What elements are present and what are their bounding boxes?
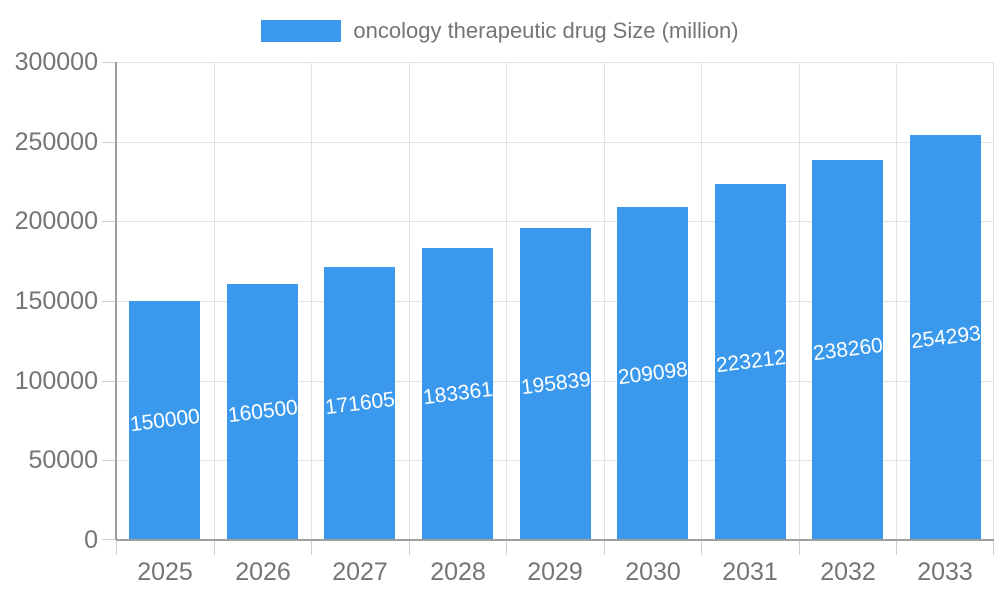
x-axis-tick-label: 2025	[137, 558, 193, 586]
gridline-vertical	[409, 62, 410, 540]
x-axis-tick-label: 2032	[820, 558, 876, 586]
gridline-vertical	[506, 62, 507, 540]
y-tick-mark	[102, 221, 116, 222]
x-tick-mark	[799, 540, 800, 555]
x-tick-mark	[993, 540, 994, 555]
y-axis-tick-label: 250000	[14, 128, 98, 156]
x-tick-mark	[409, 540, 410, 555]
bar-value-label: 171605	[324, 387, 395, 419]
y-axis-tick-label: 100000	[14, 367, 98, 395]
x-tick-mark	[506, 540, 507, 555]
legend-swatch	[261, 20, 342, 42]
bar-2033[interactable]: 254293	[910, 135, 981, 540]
x-tick-mark	[311, 540, 312, 555]
x-axis-line	[116, 539, 994, 541]
y-tick-mark	[102, 539, 116, 540]
x-tick-mark	[604, 540, 605, 555]
gridline-vertical	[896, 62, 897, 540]
bar-value-label: 195839	[520, 367, 591, 400]
bar-value-label: 223212	[715, 345, 786, 378]
y-axis-tick-label: 150000	[14, 287, 98, 315]
x-tick-mark	[214, 540, 215, 555]
gridline-vertical	[311, 62, 312, 540]
bar-2027[interactable]: 171605	[324, 267, 395, 540]
gridline-vertical	[604, 62, 605, 540]
y-tick-mark	[102, 381, 116, 382]
bar-value-label: 238260	[812, 333, 883, 366]
x-axis-tick-label: 2030	[625, 558, 681, 586]
bar-2031[interactable]: 223212	[715, 184, 786, 540]
x-axis-tick-label: 2027	[332, 558, 388, 586]
bar-2032[interactable]: 238260	[812, 160, 883, 540]
gridline-vertical	[993, 62, 994, 540]
y-tick-mark	[102, 142, 116, 143]
bar-2028[interactable]: 183361	[422, 248, 493, 540]
gridline-horizontal	[116, 142, 994, 143]
x-axis-tick-label: 2029	[527, 558, 583, 586]
bar-value-label: 160500	[227, 395, 298, 428]
gridline-vertical	[701, 62, 702, 540]
x-axis-tick-label: 2031	[722, 558, 778, 586]
y-tick-mark	[102, 460, 116, 461]
y-axis-labels: 0 50000 100000 150000 200000 250000 300000	[0, 48, 98, 554]
bar-value-label: 183361	[422, 377, 493, 410]
x-tick-mark	[701, 540, 702, 555]
x-axis-tick-label: 2033	[917, 558, 973, 586]
x-axis-labels: 2025 2026 2027 2028 2029 2030 2031 2032 2033	[116, 554, 994, 590]
y-axis-tick-label: 0	[84, 526, 98, 554]
x-axis-tick-label: 2028	[430, 558, 486, 586]
gridline-vertical	[799, 62, 800, 540]
x-tick-mark	[896, 540, 897, 555]
bar-value-label: 150000	[129, 404, 200, 436]
gridline-vertical	[214, 62, 215, 540]
legend: oncology therapeutic drug Size (million)	[0, 16, 1000, 46]
x-tick-mark	[116, 540, 117, 555]
bar-value-label: 209098	[617, 357, 688, 389]
y-tick-mark	[102, 62, 116, 63]
y-axis-tick-label: 50000	[28, 446, 98, 474]
y-tick-mark	[102, 301, 116, 302]
plot-area: 150000 160500 171605 183361 195839 209098 2232…	[102, 62, 994, 555]
bar-2030[interactable]: 209098	[617, 207, 688, 540]
bar-2029[interactable]: 195839	[520, 228, 591, 540]
gridline-horizontal	[116, 221, 994, 222]
y-axis-tick-label: 300000	[14, 48, 98, 76]
gridline-horizontal	[116, 62, 994, 63]
legend-label: oncology therapeutic drug Size (million)	[353, 18, 739, 43]
bar-2025[interactable]: 150000	[129, 301, 200, 540]
bar-value-label: 254293	[910, 321, 981, 353]
bar-2026[interactable]: 160500	[227, 284, 298, 540]
y-axis-line	[115, 62, 117, 540]
y-axis-tick-label: 200000	[14, 207, 98, 235]
x-axis-tick-label: 2026	[235, 558, 291, 586]
